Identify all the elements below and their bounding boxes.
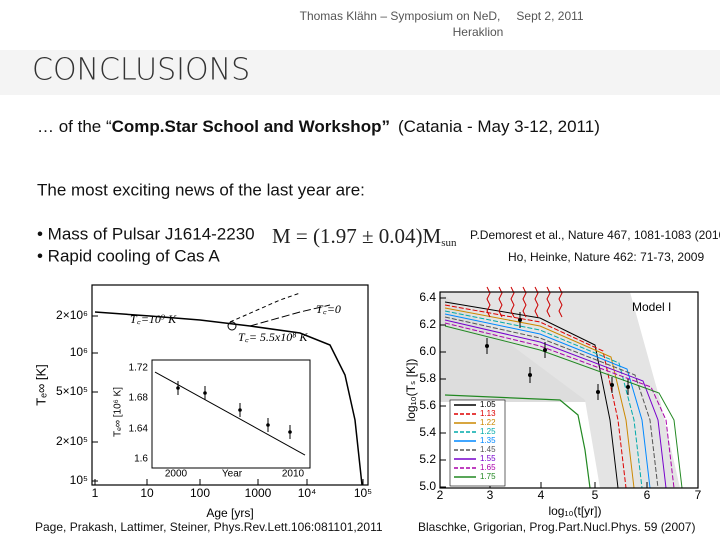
cooling-curve — [444, 301, 619, 489]
curve-label: T꜀=0 — [316, 302, 341, 316]
x-axis-label: log₁₀(t[yr]) — [548, 504, 601, 518]
y-tick-label: 5.6 — [419, 398, 436, 412]
x-tick-label: 100 — [190, 486, 210, 500]
plot-frame — [91, 284, 369, 486]
y-tick-label: 2×10⁵ — [56, 434, 88, 448]
curve-label: T꜀= 5.5x10⁸ K — [238, 330, 308, 344]
cooling-curve — [444, 307, 635, 489]
reference: P.Demorest et al., Nature 467, 1081-1083… — [470, 228, 720, 242]
inset-y-tick: 1.64 — [129, 424, 149, 435]
legend-label: 1.65 — [480, 463, 496, 472]
formula: M = (1.97 ± 0.04)Msun — [272, 224, 457, 249]
x-tick-label: 10⁴ — [298, 486, 317, 500]
intro-event: Comp.Star School and Workshop” — [112, 117, 390, 136]
caption: Blaschke, Grigorian, Prog.Part.Nucl.Phys… — [418, 520, 695, 534]
x-tick-label: 3 — [487, 488, 494, 502]
inset-x-label: Year — [222, 469, 243, 480]
legend-label: 1.35 — [480, 436, 496, 445]
y-tick-label: 2×10⁶ — [56, 308, 88, 322]
y-tick-label: 10⁵ — [70, 473, 88, 487]
title-band — [0, 50, 720, 95]
curve-label: T꜀=10⁹ K — [130, 312, 177, 326]
legend-label: 1.45 — [480, 445, 496, 454]
y-tick-label: 6.4 — [419, 290, 436, 304]
formula-sub: sun — [441, 237, 457, 249]
y-axis-label: Tₑ∞ [K] — [33, 364, 48, 406]
header-date: Sept 2, 2011 — [516, 9, 583, 23]
inset-x-tick: 2010 — [282, 469, 305, 480]
y-tick-label: 5.0 — [419, 479, 436, 493]
y-tick-label: 10⁶ — [70, 345, 88, 359]
x-tick-label: 6 — [644, 488, 651, 502]
inset-x-tick: 2000 — [165, 469, 188, 480]
x-tick-label: 2 — [437, 488, 444, 502]
legend-label: 1.13 — [480, 409, 496, 418]
inset-y-tick: 1.6 — [134, 454, 148, 465]
legend-box — [449, 399, 506, 487]
lead: The most exciting news of the last year … — [37, 180, 365, 199]
intro: … of the “Comp.Star School and Workshop”… — [37, 117, 600, 136]
x-tick-label: 10⁵ — [354, 486, 372, 500]
cooling-curve — [444, 316, 659, 489]
x-tick-label: 7 — [695, 488, 702, 502]
curve — [249, 304, 331, 327]
intro-prefix: … of the “ — [37, 117, 112, 136]
slide-title: CONCLUSIONS — [32, 53, 250, 88]
y-tick-label: 6.0 — [419, 344, 436, 358]
y-tick-label: 5.2 — [419, 452, 436, 466]
cooling-curve — [444, 394, 591, 489]
x-tick-label: 5 — [592, 488, 599, 502]
model-label: Model I — [632, 300, 671, 314]
reference: Ho, Heinke, Nature 462: 71-73, 2009 — [508, 250, 704, 264]
x-axis-label: Age [yrs] — [206, 506, 253, 520]
bullet: • Mass of Pulsar J1614-2230 — [37, 224, 255, 243]
legend-label: 1.55 — [480, 454, 496, 463]
x-tick-label: 1000 — [245, 486, 272, 500]
y-tick-label: 6.2 — [419, 317, 436, 331]
cooling-curve — [444, 319, 667, 489]
inset-y-tick: 1.68 — [129, 393, 149, 404]
y-tick-label: 5.4 — [419, 425, 436, 439]
cooling-curve — [444, 322, 675, 489]
formula-main: M = (1.97 ± 0.04)M — [272, 224, 442, 248]
legend-label: 1.25 — [480, 427, 496, 436]
inset-y-tick: 1.72 — [129, 363, 149, 374]
y-axis-label: log₁₀(Tₛ [K]) — [404, 359, 418, 422]
inset-y-label: Tₑ∞ [10⁶ K] — [113, 387, 124, 437]
bullet: • Rapid cooling of Cas A — [37, 246, 220, 265]
marker — [227, 321, 237, 331]
intro-place: (Catania - May 3-12, 2011) — [398, 117, 600, 136]
header-text: Thomas Klähn – Symposium on NeD, — [300, 9, 501, 23]
y-tick-label: 5×10⁵ — [56, 384, 88, 398]
cooling-curve — [444, 325, 683, 489]
cooling-curve — [444, 304, 627, 489]
y-tick-label: 5.8 — [419, 371, 436, 385]
curve — [94, 311, 363, 486]
cooling-curve — [444, 310, 643, 489]
legend-label: 1.22 — [480, 418, 496, 427]
x-tick-label: 10 — [140, 486, 154, 500]
cooling-curve — [444, 313, 651, 489]
header-text: Heraklion — [453, 25, 504, 39]
legend-label: 1.75 — [480, 472, 496, 481]
x-tick-label: 4 — [538, 488, 545, 502]
x-tick-label: 1 — [92, 486, 99, 500]
inset-fit — [154, 371, 306, 456]
legend-label: 1.05 — [480, 400, 496, 409]
plot-frame — [439, 291, 699, 489]
caption: Page, Prakash, Lattimer, Steiner, Phys.R… — [35, 520, 383, 534]
